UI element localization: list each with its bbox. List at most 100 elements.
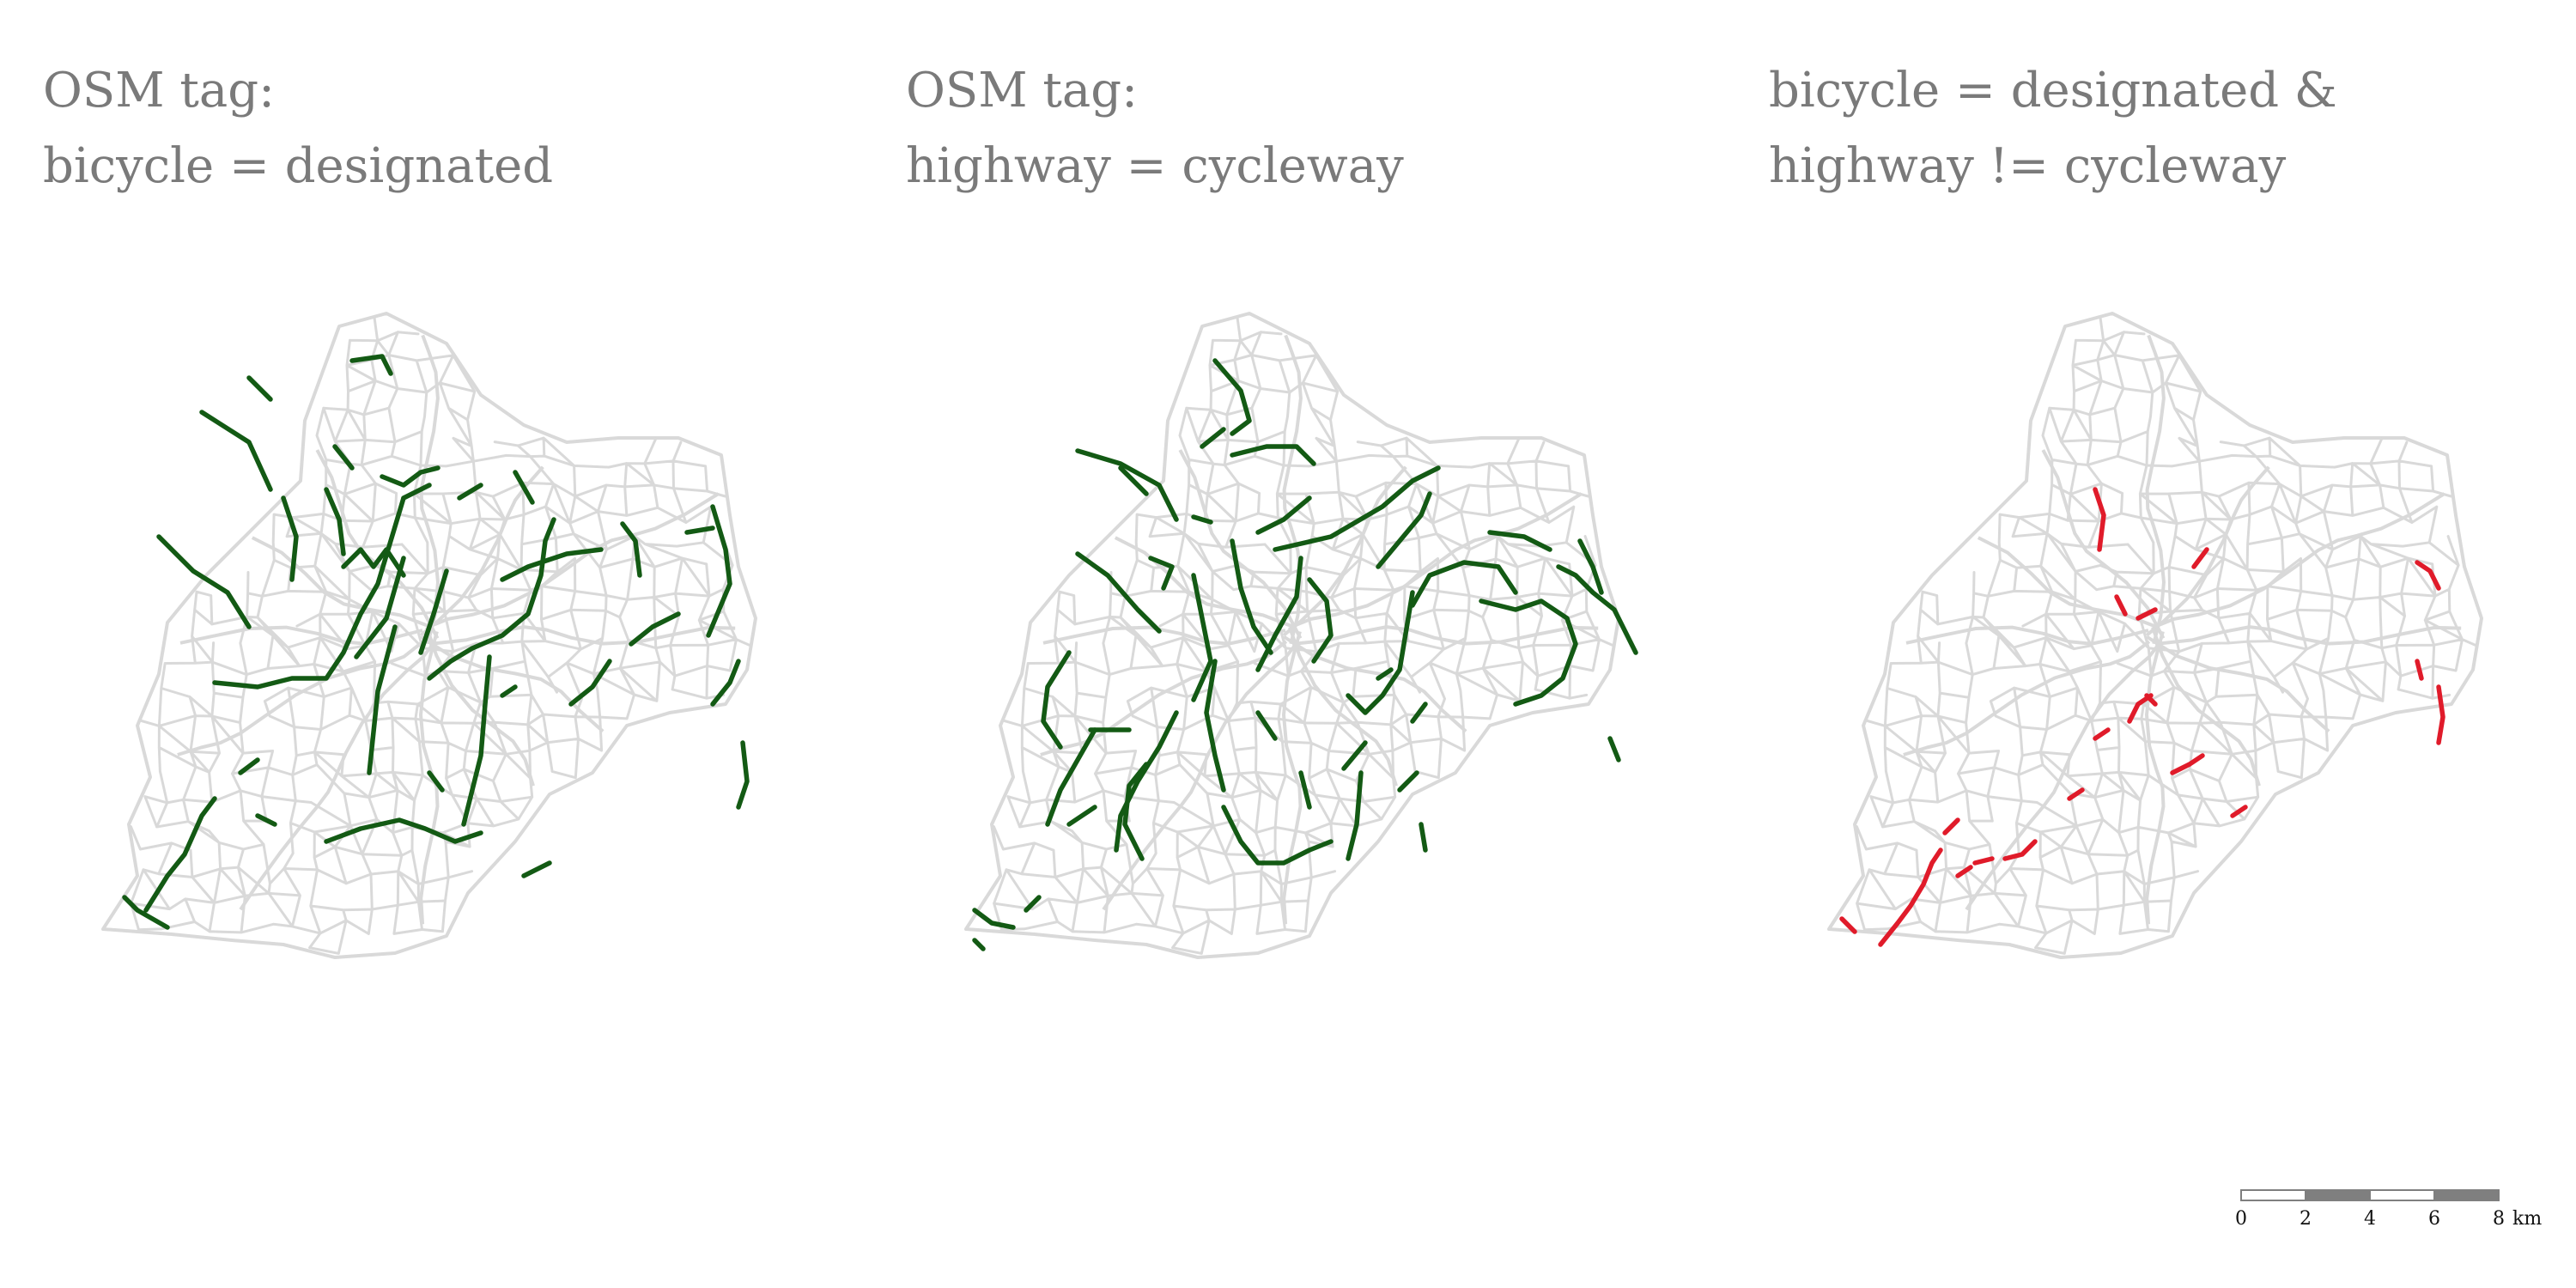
highlighted-segment xyxy=(521,860,552,878)
main-road xyxy=(1290,492,1583,629)
highlighted-segment xyxy=(2415,560,2441,591)
highlighted-segment xyxy=(281,495,299,582)
highlighted-segment xyxy=(1114,710,1179,853)
highlighted-segment xyxy=(1118,465,1149,496)
highlighted-segment xyxy=(1556,564,1638,655)
scale-segment-2 xyxy=(2305,1189,2371,1201)
road-network-base xyxy=(964,312,1620,959)
highlighted-segment xyxy=(1346,770,1364,861)
highlighted-segment xyxy=(143,796,217,913)
highlighted-segment xyxy=(972,938,986,951)
highlighted-segment xyxy=(1212,358,1252,436)
highlighted-segment xyxy=(1410,560,1518,608)
main-road xyxy=(419,465,544,637)
highlighted-segment xyxy=(513,470,535,505)
network-map xyxy=(964,312,1638,959)
main-road xyxy=(2154,625,2462,646)
highlighted-segment xyxy=(1307,577,1334,664)
highlighted-segment xyxy=(1255,556,1303,672)
highlighted-segment xyxy=(1148,556,1175,591)
panel-title-line1: OSM tag: xyxy=(43,63,276,118)
street-network xyxy=(992,315,1615,955)
highlighted-segment xyxy=(212,495,406,690)
scale-segment-4 xyxy=(2433,1189,2500,1201)
main-road xyxy=(1977,536,2160,630)
map-panel-difference: bicycle = designated & highway != cyclew… xyxy=(1726,0,2576,1288)
highlighted-segment xyxy=(1122,762,1149,861)
highlighted-segment xyxy=(1230,538,1273,655)
highlighted-segment xyxy=(1045,727,1097,827)
highlighted-segment xyxy=(1376,667,1394,681)
main-road xyxy=(1282,630,1303,925)
highlighted-segment xyxy=(427,517,556,681)
highlighted-segment xyxy=(461,654,492,827)
highlighted-segment xyxy=(401,483,432,501)
main-road xyxy=(1965,641,2162,911)
main-road xyxy=(2151,626,2261,787)
main-road xyxy=(179,625,423,646)
main-road xyxy=(428,625,736,646)
scale-tick-label: 2 xyxy=(2300,1208,2312,1230)
main-road xyxy=(1282,334,1303,645)
highlighted-segment xyxy=(349,354,393,376)
highlighted-segment xyxy=(1041,650,1072,750)
main-road xyxy=(239,641,436,911)
highlighted-segment xyxy=(2191,547,2209,569)
highlighted-segment xyxy=(2230,805,2248,818)
highlighted-segment xyxy=(2170,753,2205,775)
highlighted-segment xyxy=(1346,590,1415,715)
highlighted-segment xyxy=(199,410,273,492)
highlighted-segment xyxy=(2127,693,2154,724)
highlighted-segment xyxy=(500,684,518,698)
panel-title-line1: OSM tag: xyxy=(906,63,1139,118)
highlighted-segments xyxy=(1839,487,2445,947)
highlighted-segment xyxy=(1066,805,1097,827)
highlighted-segment xyxy=(1479,598,1578,707)
panel-title: OSM tag: highway = cycleway xyxy=(906,53,1404,204)
highlighted-segment xyxy=(1075,448,1179,522)
highlighted-segment xyxy=(1878,848,1943,947)
main-road xyxy=(1040,640,1288,756)
highlighted-segments xyxy=(122,354,750,930)
street-network xyxy=(1855,315,2478,955)
highlighted-segment xyxy=(2002,839,2038,861)
highlighted-segment xyxy=(156,534,252,629)
main-road xyxy=(1291,625,1599,646)
boundary-outline xyxy=(101,312,757,959)
highlighted-segment xyxy=(1607,736,1621,762)
main-road xyxy=(1903,640,2151,756)
highlighted-segments xyxy=(972,358,1638,951)
highlighted-segment xyxy=(1577,538,1604,595)
main-road xyxy=(1283,635,1467,733)
scale-tick-label: 8 xyxy=(2493,1208,2505,1230)
highlighted-segment xyxy=(2136,607,2158,621)
main-road xyxy=(1042,625,1286,646)
highlighted-segment xyxy=(324,817,483,844)
scale-segment-1 xyxy=(2240,1189,2306,1201)
highlighted-segment xyxy=(2436,684,2445,745)
main-road xyxy=(427,492,720,629)
highlighted-segment xyxy=(2093,487,2106,552)
highlighted-segment xyxy=(1075,551,1162,634)
highlighted-segment xyxy=(2093,727,2111,741)
highlighted-segment xyxy=(1230,444,1316,466)
highlighted-segment xyxy=(1298,770,1312,810)
main-road xyxy=(2145,465,2270,637)
highlighted-segment xyxy=(1839,916,1857,934)
scale-segment-3 xyxy=(2369,1189,2435,1201)
highlighted-segment xyxy=(1024,895,1042,913)
main-road xyxy=(251,536,434,630)
main-road xyxy=(1288,626,1398,787)
highlighted-segment xyxy=(1204,659,1226,793)
panel-title-line2: highway != cycleway xyxy=(1769,138,2287,194)
highlighted-segment xyxy=(427,770,445,793)
panel-title: OSM tag: bicycle = designated xyxy=(43,53,553,204)
highlighted-segment xyxy=(1191,573,1213,702)
main-road xyxy=(1178,449,1303,640)
highlighted-segment xyxy=(2067,787,2085,801)
highlighted-segment xyxy=(1255,710,1278,741)
network-map xyxy=(1827,312,2483,959)
highlighted-segment xyxy=(500,547,604,582)
highlighted-segment xyxy=(1955,865,1973,878)
scale-bar: 0 2 4 6 8 km xyxy=(2235,1189,2542,1230)
